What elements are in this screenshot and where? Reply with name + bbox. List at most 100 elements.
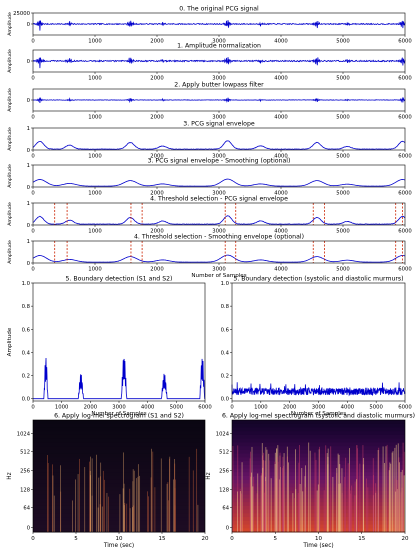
spectrogram-streak — [351, 485, 353, 532]
spectrogram-streak — [339, 464, 341, 532]
panel-p1: 1. Amplitude normalization 0 1000 2000 3000 4… — [7, 43, 412, 82]
x-tick-label: 1000 — [88, 191, 102, 197]
panel-p0: 0. The original PCG signal 0 1000 2000 3000 4… — [7, 6, 412, 45]
spectrogram-streak — [101, 506, 103, 532]
spectrogram-streak — [261, 473, 262, 532]
spectrogram-band — [33, 483, 205, 488]
spectrogram-streak — [314, 452, 316, 532]
x-tick-label: 1000 — [254, 405, 268, 411]
x-tick-label: 2000 — [150, 39, 164, 45]
spectrogram-band — [33, 464, 205, 470]
y-axis-label: Amplitude — [7, 49, 13, 73]
spectrogram-streak — [262, 467, 264, 532]
spectrogram-streak — [305, 487, 307, 532]
x-tick-label: 5 — [74, 536, 78, 542]
spectrogram-streak — [253, 476, 255, 532]
y-tick-label: 1 — [27, 126, 30, 132]
y-tick-label: 0.8 — [22, 304, 31, 310]
spectrogram-streak — [102, 470, 104, 532]
x-tick-label: 5000 — [336, 191, 350, 197]
y-tick-label: 0 — [27, 98, 31, 104]
y-tick-label: 0 — [27, 148, 31, 154]
panel-p7: 5. Boundary detection (S1 and S2) 0 1000 20… — [7, 276, 212, 418]
x-tick-label: 4000 — [274, 154, 288, 160]
spectrogram-band — [33, 423, 205, 428]
spectrogram-streak — [385, 446, 387, 532]
x-tick-label: 0 — [31, 76, 35, 82]
x-tick-label: 6000 — [398, 154, 412, 160]
x-tick-label: 1000 — [55, 405, 69, 411]
spectrogram-streak — [294, 498, 296, 532]
plot-frame — [32, 282, 206, 402]
spectrogram-streak — [106, 492, 108, 532]
spectrogram-streak — [250, 451, 251, 532]
spectrogram-streak — [338, 454, 340, 532]
chart-title: 1. Amplitude normalization — [177, 43, 261, 50]
x-tick-label: 4000 — [341, 405, 355, 411]
spectrogram-streak — [167, 500, 169, 532]
spectrogram-streak — [292, 493, 294, 532]
x-tick-label: 1000 — [88, 115, 102, 121]
y-axis-label: Amplitude — [7, 127, 13, 151]
spectrogram-streak — [251, 446, 253, 532]
x-tick-label: 2000 — [84, 405, 98, 411]
x-tick-label: 2000 — [150, 229, 164, 235]
spectrogram-streak — [89, 470, 91, 532]
spectrogram-streak — [282, 489, 284, 532]
spectrogram-band — [232, 476, 405, 481]
x-tick-label: 15 — [159, 536, 166, 542]
spectrogram-streak — [367, 487, 369, 532]
x-tick-label: 0 — [31, 39, 35, 45]
x-tick-label: 1000 — [88, 267, 102, 273]
spectrogram-streak — [323, 490, 325, 532]
y-tick-label: 64 — [23, 505, 30, 511]
y-tick-label: 0.6 — [22, 327, 31, 333]
x-tick-label: 3000 — [212, 154, 226, 160]
y-tick-label: 0 — [27, 526, 30, 532]
x-tick-label: 6000 — [198, 405, 212, 411]
x-tick-label: 1000 — [88, 39, 102, 45]
spectrogram-streak — [308, 442, 310, 532]
spectrogram-streak — [237, 445, 239, 532]
spectrogram-streak — [152, 451, 154, 532]
spectrogram-band — [33, 453, 205, 458]
panel-p4: 3. PCG signal envelope - Smoothing (opti… — [7, 158, 412, 197]
spectrogram-streak — [151, 448, 152, 532]
y-axis-label: Amplitude — [7, 88, 13, 112]
x-tick-label: 6000 — [398, 39, 412, 45]
spectrogram-streak — [295, 489, 297, 532]
spectrogram-streak — [256, 493, 258, 532]
panel-p6: 4. Threshold selection - Smoothing envel… — [7, 234, 412, 280]
spectrogram-streak — [148, 496, 149, 532]
x-tick-label: 0 — [230, 536, 234, 542]
spectrogram-band — [33, 420, 205, 425]
spectrogram-band — [232, 453, 405, 458]
x-tick-label: 2000 — [150, 115, 164, 121]
y-axis-label: Amplitude — [7, 327, 13, 356]
spectrogram-streak — [173, 479, 174, 532]
spectrogram — [232, 420, 405, 533]
spectrogram-band — [33, 487, 205, 492]
y-tick-label: 512 — [20, 449, 30, 455]
x-tick-label: 20 — [202, 536, 209, 542]
spectrogram-streak — [239, 491, 241, 532]
spectrogram-streak — [377, 450, 379, 532]
spectrogram-band — [33, 442, 205, 447]
spectrogram-streak — [237, 491, 238, 532]
x-tick-label: 3000 — [312, 405, 326, 411]
spectrogram-band — [232, 468, 405, 473]
x-tick-label: 4000 — [274, 115, 288, 121]
y-tick-label: 1 — [27, 201, 30, 207]
series-line — [32, 140, 406, 150]
spectrogram-streak — [137, 464, 139, 532]
chart-title: 3. PCG signal envelope — [183, 121, 255, 128]
spectrogram-band — [232, 472, 405, 477]
spectrogram-streak — [133, 505, 135, 532]
y-tick-label: 1 — [27, 239, 30, 245]
spectrogram-streak — [129, 508, 131, 532]
x-tick-label: 0 — [31, 536, 35, 542]
panel-p3: 3. PCG signal envelope 0 1000 2000 3000 4000 5… — [7, 121, 412, 160]
spectrogram-band — [33, 505, 205, 511]
spectrogram-streak — [378, 447, 380, 532]
x-tick-label: 1000 — [88, 154, 102, 160]
